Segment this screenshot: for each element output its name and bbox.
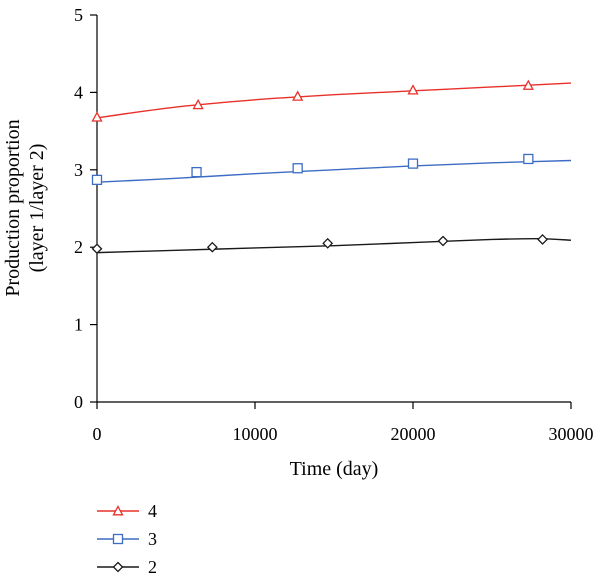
series-3-point bbox=[292, 163, 303, 174]
series-3-point bbox=[91, 174, 103, 186]
series-4-point bbox=[91, 111, 103, 122]
legend-label: 2 bbox=[148, 557, 157, 577]
y-tick-label: 3 bbox=[74, 160, 83, 180]
legend-swatch-marker bbox=[112, 533, 124, 545]
series-3-point bbox=[407, 158, 419, 169]
legend-item-4: 4 bbox=[97, 501, 157, 521]
legend: 4 3 2 bbox=[97, 501, 157, 577]
y-tick-label: 0 bbox=[74, 392, 83, 412]
x-tick-label: 20000 bbox=[391, 424, 436, 444]
series-3-point bbox=[191, 166, 202, 178]
series-3-point bbox=[523, 153, 534, 165]
x-tick-label: 0 bbox=[93, 424, 102, 444]
legend-swatch-marker bbox=[112, 505, 124, 516]
y-axis-title-line-1: Production proportion bbox=[2, 119, 24, 296]
legend-item-2: 2 bbox=[97, 557, 157, 577]
y-tick-label: 5 bbox=[74, 5, 83, 25]
x-axis-ticks: 0 10000 20000 30000 bbox=[93, 402, 594, 444]
x-tick-label: 10000 bbox=[233, 424, 278, 444]
series-2-point bbox=[537, 234, 548, 245]
plot-frame bbox=[96, 15, 571, 403]
legend-swatch-marker bbox=[112, 561, 124, 573]
series-4-point bbox=[407, 84, 419, 95]
y-tick-label: 2 bbox=[74, 237, 83, 257]
series-2-line bbox=[96, 237, 572, 254]
series-layer bbox=[91, 79, 572, 255]
series-3-line bbox=[96, 159, 572, 183]
series-2-point bbox=[437, 235, 449, 247]
legend-item-3: 3 bbox=[97, 529, 157, 549]
series-4-point bbox=[192, 98, 204, 110]
legend-label: 4 bbox=[148, 501, 157, 521]
series-2-point bbox=[322, 237, 334, 249]
series-4-line bbox=[96, 82, 572, 119]
y-axis-title-line-2: (layer 1/layer 2) bbox=[26, 144, 48, 273]
series-2-point bbox=[91, 243, 103, 255]
y-axis-ticks: 0 1 2 3 4 5 bbox=[74, 5, 97, 412]
y-tick-label: 1 bbox=[74, 315, 83, 335]
series-2 bbox=[91, 234, 572, 255]
series-2-point bbox=[206, 241, 218, 253]
legend-label: 3 bbox=[148, 529, 157, 549]
x-axis-title: Time (day) bbox=[290, 458, 379, 480]
series-3 bbox=[91, 153, 572, 186]
series-4-point bbox=[292, 90, 304, 101]
x-tick-label: 30000 bbox=[549, 424, 594, 444]
series-4 bbox=[91, 79, 572, 122]
y-axis-title: Production proportion (layer 1/layer 2) bbox=[2, 119, 48, 296]
series-4-point bbox=[522, 79, 534, 90]
y-tick-label: 4 bbox=[74, 82, 83, 102]
